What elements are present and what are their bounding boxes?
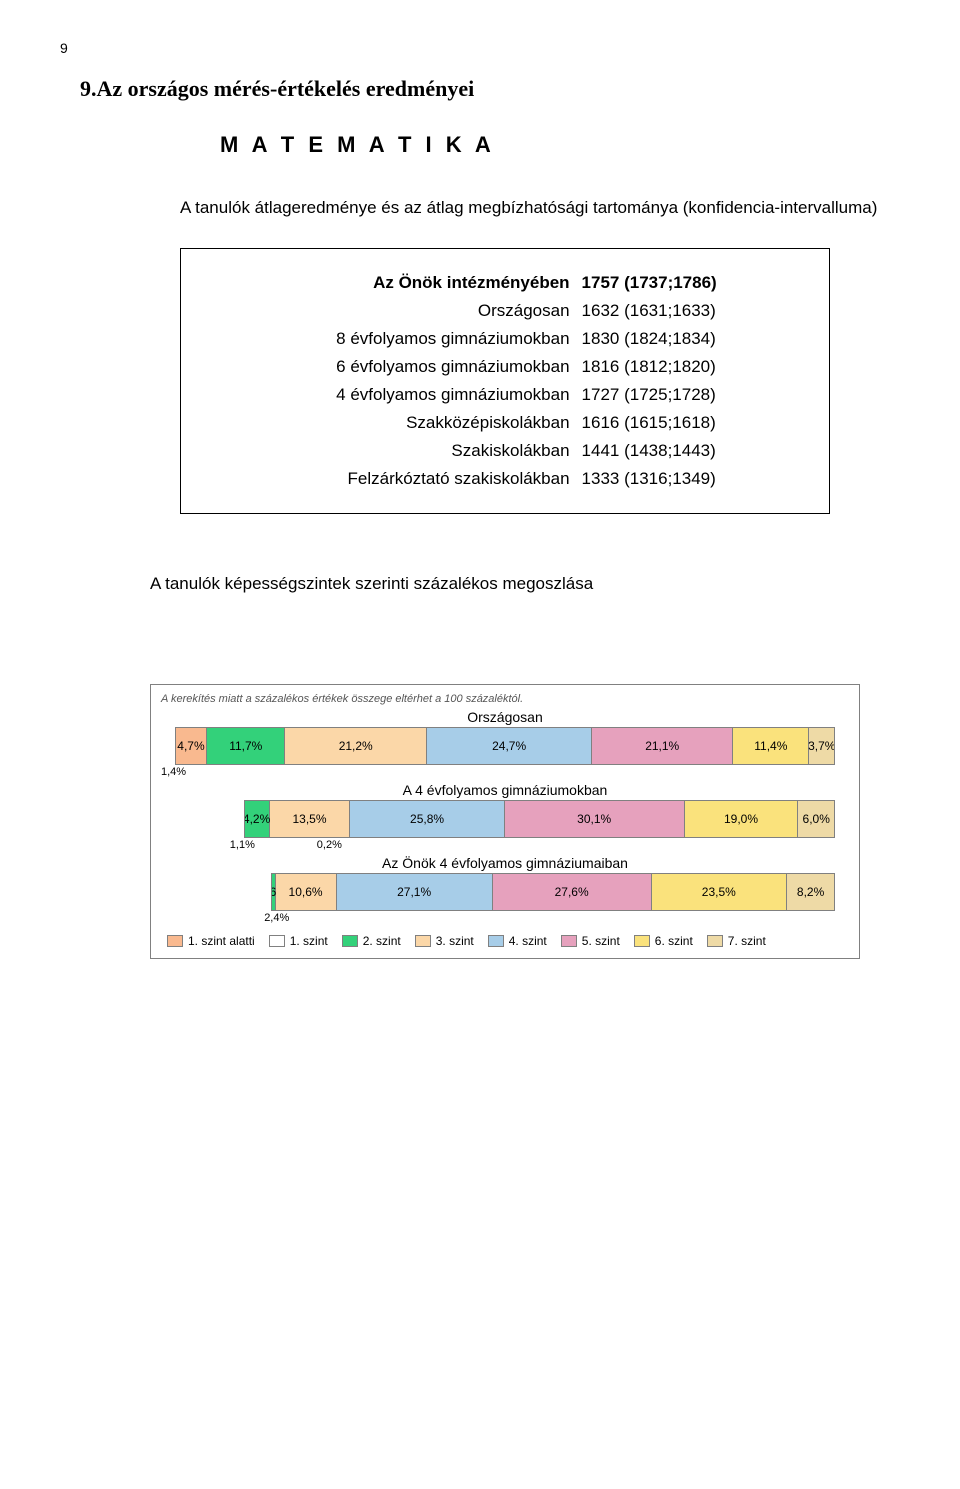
row-value: 1632 (1631;1633) (576, 297, 799, 325)
row-label: Országosan (211, 297, 576, 325)
table-row: Az Önök intézményében1757 (1737;1786) (211, 269, 799, 297)
row-value: 1727 (1725;1728) (576, 381, 799, 409)
legend-item: 4. szint (488, 934, 547, 948)
under-label: 1,1% (230, 839, 255, 851)
bar-segment: 13,5% (270, 801, 351, 837)
bar-row: 4,2%13,5%25,8%30,1%19,0%6,0%1,1%0,2% (161, 800, 849, 851)
table-row: 6 évfolyamos gimnáziumokban1816 (1812;18… (211, 353, 799, 381)
row-label: 8 évfolyamos gimnáziumokban (211, 325, 576, 353)
legend-label: 5. szint (582, 934, 620, 948)
legend-swatch (707, 935, 723, 947)
bar-segment: 23,5% (652, 874, 787, 910)
row-label: Szakiskolákban (211, 437, 576, 465)
results-table-box: Az Önök intézményében1757 (1737;1786)Ors… (180, 248, 830, 514)
legend-item: 2. szint (342, 934, 401, 948)
legend-item: 1. szint (269, 934, 328, 948)
chart-group-title: A 4 évfolyamos gimnáziumokban (161, 782, 849, 798)
under-label: 0,2% (317, 839, 342, 851)
row-label: Szakközépiskolákban (211, 409, 576, 437)
bar-segment: 4,2% (245, 801, 270, 837)
legend-label: 2. szint (363, 934, 401, 948)
row-value: 1333 (1316;1349) (576, 465, 799, 493)
subject-heading: M A T E M A T I K A (220, 132, 900, 158)
legend-label: 7. szint (728, 934, 766, 948)
bar-under-labels: 1,1% 0,2% (161, 839, 849, 851)
bar-segment: 8,2% (787, 874, 834, 910)
table-row: 8 évfolyamos gimnáziumokban1830 (1824;18… (211, 325, 799, 353)
bar-segment: 21,2% (285, 728, 427, 764)
table-row: 4 évfolyamos gimnáziumokban1727 (1725;17… (211, 381, 799, 409)
table-row: Szakiskolákban1441 (1438;1443) (211, 437, 799, 465)
row-value: 1757 (1737;1786) (576, 269, 799, 297)
results-table: Az Önök intézményében1757 (1737;1786)Ors… (211, 269, 799, 493)
chart-note: A kerekítés miatt a százalékos értékek ö… (161, 693, 849, 705)
table-row: Szakközépiskolákban1616 (1615;1618) (211, 409, 799, 437)
bar: 4,2%13,5%25,8%30,1%19,0%6,0% (244, 800, 836, 838)
chart-group-title: Országosan (161, 709, 849, 725)
legend-item: 3. szint (415, 934, 474, 948)
legend-swatch (561, 935, 577, 947)
legend-item: 6. szint (634, 934, 693, 948)
legend-swatch (342, 935, 358, 947)
legend-label: 6. szint (655, 934, 693, 948)
row-value: 1816 (1812;1820) (576, 353, 799, 381)
legend-label: 1. szint alatti (188, 934, 255, 948)
distribution-chart: A kerekítés miatt a százalékos értékek ö… (150, 684, 860, 959)
under-label: 1,4% (161, 766, 186, 778)
chart-group-title: Az Önök 4 évfolyamos gimnáziumaiban (161, 855, 849, 871)
page: 9 9.Az országos mérés-értékelés eredmény… (0, 0, 960, 999)
bar-row: 4,7%11,7%21,2%24,7%21,1%11,4%3,7%1,4% (161, 727, 849, 778)
table-row: Országosan1632 (1631;1633) (211, 297, 799, 325)
bar-segment: 21,1% (592, 728, 733, 764)
bar-segment: 25,8% (350, 801, 504, 837)
bar-segment: 27,6% (493, 874, 652, 910)
under-label: 2,4% (264, 912, 289, 924)
bar-segment: 19,0% (685, 801, 799, 837)
legend-item: 1. szint alatti (167, 934, 255, 948)
legend-label: 3. szint (436, 934, 474, 948)
row-label: Felzárkóztató szakiskolákban (211, 465, 576, 493)
legend-swatch (269, 935, 285, 947)
table-row: Felzárkóztató szakiskolákban1333 (1316;1… (211, 465, 799, 493)
bar-segment: 10,6% (276, 874, 337, 910)
bar: 4,7%11,7%21,2%24,7%21,1%11,4%3,7% (175, 727, 835, 765)
page-number: 9 (60, 40, 900, 56)
legend-item: 5. szint (561, 934, 620, 948)
bar-segment: 4,7% (176, 728, 207, 764)
legend-item: 7. szint (707, 934, 766, 948)
bar-under-labels: 2,4% (161, 912, 849, 924)
section-heading: 9.Az országos mérés-értékelés eredményei (80, 76, 900, 102)
row-value: 1830 (1824;1834) (576, 325, 799, 353)
chart-legend: 1. szint alatti 1. szint 2. szint 3. szint 4… (161, 934, 849, 948)
bar-segment: 11,7% (207, 728, 285, 764)
row-value: 1616 (1615;1618) (576, 409, 799, 437)
legend-label: 1. szint (290, 934, 328, 948)
bar-segment: 27,1% (337, 874, 493, 910)
row-value: 1441 (1438;1443) (576, 437, 799, 465)
row-label: 4 évfolyamos gimnáziumokban (211, 381, 576, 409)
table-caption: A tanulók átlageredménye és az átlag meg… (180, 198, 900, 218)
bar-segment: 24,7% (427, 728, 592, 764)
legend-swatch (634, 935, 650, 947)
bar: 0,6%10,6%27,1%27,6%23,5%8,2% (271, 873, 835, 911)
legend-swatch (167, 935, 183, 947)
bar-segment: 3,7% (809, 728, 834, 764)
chart-caption: A tanulók képességszintek szerinti száza… (150, 574, 900, 594)
legend-label: 4. szint (509, 934, 547, 948)
row-label: Az Önök intézményében (211, 269, 576, 297)
legend-swatch (415, 935, 431, 947)
bar-row: 0,6%10,6%27,1%27,6%23,5%8,2%2,4% (161, 873, 849, 924)
bar-segment: 30,1% (505, 801, 685, 837)
bar-segment: 6,0% (798, 801, 834, 837)
bar-segment: 11,4% (733, 728, 809, 764)
row-label: 6 évfolyamos gimnáziumokban (211, 353, 576, 381)
legend-swatch (488, 935, 504, 947)
bar-under-labels: 1,4% (161, 766, 849, 778)
